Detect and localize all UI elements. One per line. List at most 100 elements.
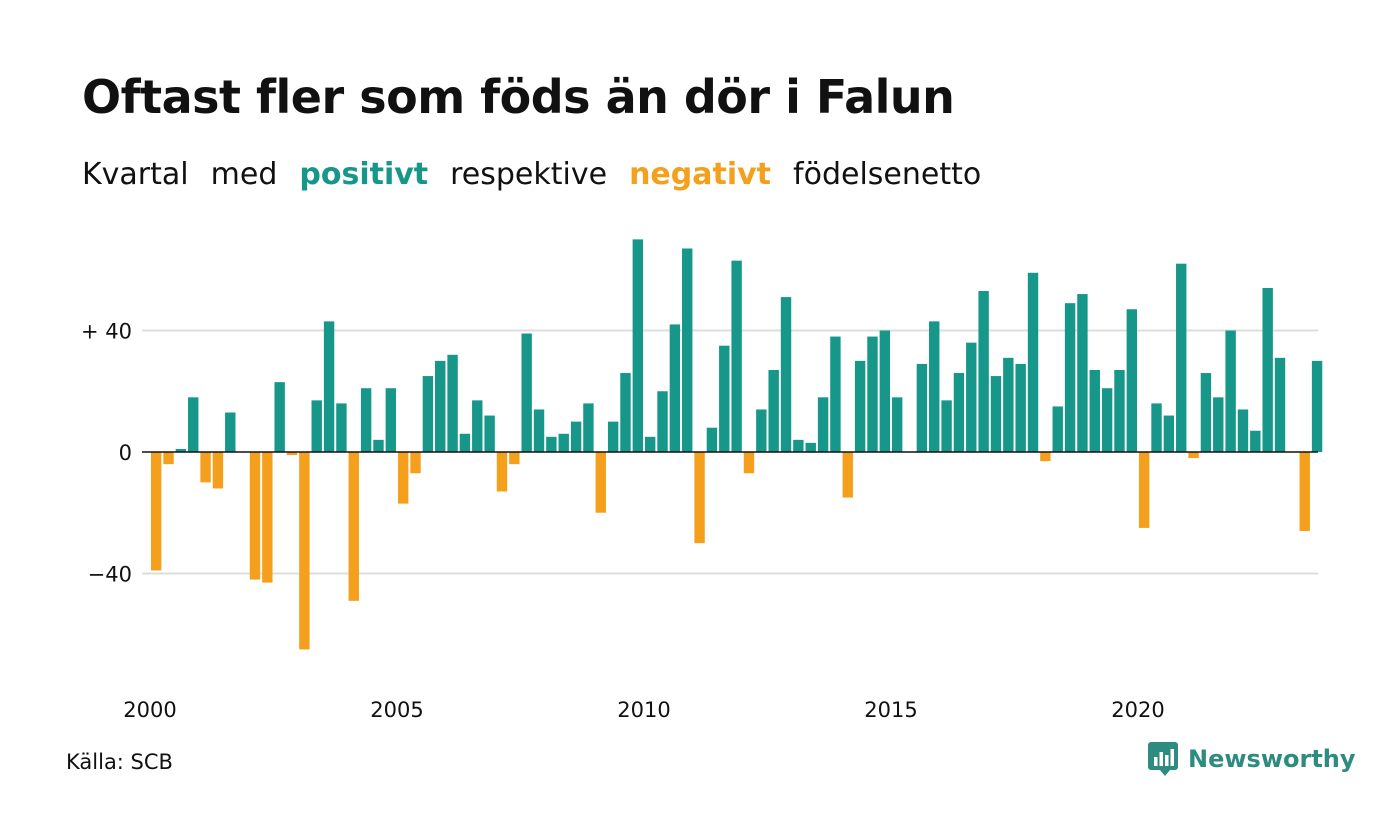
bar bbox=[1138, 452, 1150, 528]
bar bbox=[719, 345, 730, 452]
bar bbox=[385, 388, 397, 452]
bar bbox=[447, 354, 458, 452]
bar bbox=[694, 452, 705, 544]
x-tick-label: 2005 bbox=[370, 698, 423, 722]
bar bbox=[1237, 409, 1249, 452]
bar bbox=[558, 433, 569, 452]
bar bbox=[212, 452, 224, 489]
bar bbox=[966, 342, 977, 452]
bar bbox=[175, 448, 187, 452]
bar bbox=[953, 373, 965, 452]
brand-logo: Newsworthy bbox=[1148, 742, 1356, 776]
bar bbox=[644, 436, 656, 452]
bar bbox=[249, 452, 261, 580]
bar bbox=[706, 427, 718, 452]
bar bbox=[990, 376, 1002, 452]
bar bbox=[163, 452, 174, 465]
chart-subtitle: Kvartal med positivt respektive negativt föde… bbox=[82, 157, 1003, 192]
bar bbox=[360, 388, 372, 452]
subtitle-word-med: med bbox=[210, 157, 278, 192]
bar bbox=[583, 403, 594, 452]
bar bbox=[1089, 369, 1100, 452]
bar bbox=[459, 433, 471, 452]
bar bbox=[336, 403, 347, 452]
bar bbox=[669, 324, 681, 452]
bar bbox=[484, 415, 495, 452]
bar bbox=[1101, 388, 1113, 452]
subtitle-positive-label: positivt bbox=[299, 157, 429, 192]
bar bbox=[817, 397, 829, 452]
subtitle-negative-label: negativt bbox=[629, 157, 772, 192]
bar bbox=[1040, 452, 1051, 462]
bar bbox=[941, 400, 952, 452]
bar bbox=[1077, 294, 1088, 452]
bar bbox=[1151, 403, 1162, 452]
newsworthy-logo-icon bbox=[1148, 742, 1178, 776]
y-tick-label: −40 bbox=[88, 563, 132, 587]
bar bbox=[1188, 452, 1199, 459]
bar bbox=[262, 452, 273, 583]
bar bbox=[1274, 357, 1286, 452]
chart-title: Oftast fler som föds än dör i Falun bbox=[82, 70, 955, 124]
bar bbox=[397, 452, 409, 504]
bar bbox=[1176, 263, 1187, 452]
bar bbox=[546, 436, 557, 452]
bar bbox=[435, 360, 446, 452]
bar bbox=[1213, 397, 1224, 452]
bar bbox=[891, 397, 903, 452]
bar bbox=[299, 452, 310, 650]
bar bbox=[743, 452, 755, 474]
bar bbox=[496, 452, 508, 492]
bar bbox=[1126, 309, 1138, 452]
bar bbox=[311, 400, 322, 452]
bar bbox=[472, 400, 483, 452]
y-tick-label: 0 bbox=[119, 441, 132, 465]
subtitle-word-kvartal: Kvartal bbox=[82, 157, 189, 192]
bar bbox=[1225, 330, 1236, 452]
source-note: Källa: SCB bbox=[66, 750, 173, 774]
bar bbox=[842, 452, 853, 498]
bar bbox=[323, 321, 335, 452]
x-tick-label: 2015 bbox=[864, 698, 917, 722]
bar bbox=[916, 363, 928, 452]
bar bbox=[1003, 357, 1014, 452]
bar bbox=[978, 291, 989, 452]
bar bbox=[1015, 363, 1026, 452]
bar bbox=[274, 382, 285, 452]
bar bbox=[867, 336, 878, 452]
bar bbox=[756, 409, 767, 452]
bar bbox=[509, 452, 520, 465]
bar bbox=[1200, 373, 1212, 452]
subtitle-word-fodelsenetto: födelsenetto bbox=[793, 157, 982, 192]
bar bbox=[1052, 406, 1063, 452]
bar bbox=[286, 452, 298, 456]
x-tick-label: 2000 bbox=[123, 698, 176, 722]
bar bbox=[422, 376, 434, 452]
bar bbox=[1027, 272, 1039, 452]
bar bbox=[188, 397, 199, 452]
bar bbox=[879, 330, 891, 452]
bar bbox=[854, 360, 866, 452]
bar bbox=[150, 452, 162, 571]
bar bbox=[410, 452, 421, 474]
bar bbox=[373, 439, 384, 452]
bar bbox=[731, 260, 742, 452]
bar bbox=[682, 248, 693, 452]
bar bbox=[607, 421, 619, 452]
bar bbox=[521, 333, 532, 452]
bar bbox=[348, 452, 359, 601]
bar bbox=[225, 412, 236, 452]
bar bbox=[657, 391, 668, 452]
bar bbox=[780, 297, 792, 452]
brand-name: Newsworthy bbox=[1188, 745, 1356, 773]
bar bbox=[200, 452, 211, 483]
bar bbox=[1311, 360, 1323, 452]
bar bbox=[1064, 303, 1076, 452]
bar bbox=[1250, 430, 1261, 452]
bar bbox=[929, 321, 940, 452]
bar bbox=[632, 239, 644, 452]
bar bbox=[1114, 369, 1125, 452]
x-tick-label: 2020 bbox=[1111, 698, 1164, 722]
bar bbox=[805, 442, 816, 452]
